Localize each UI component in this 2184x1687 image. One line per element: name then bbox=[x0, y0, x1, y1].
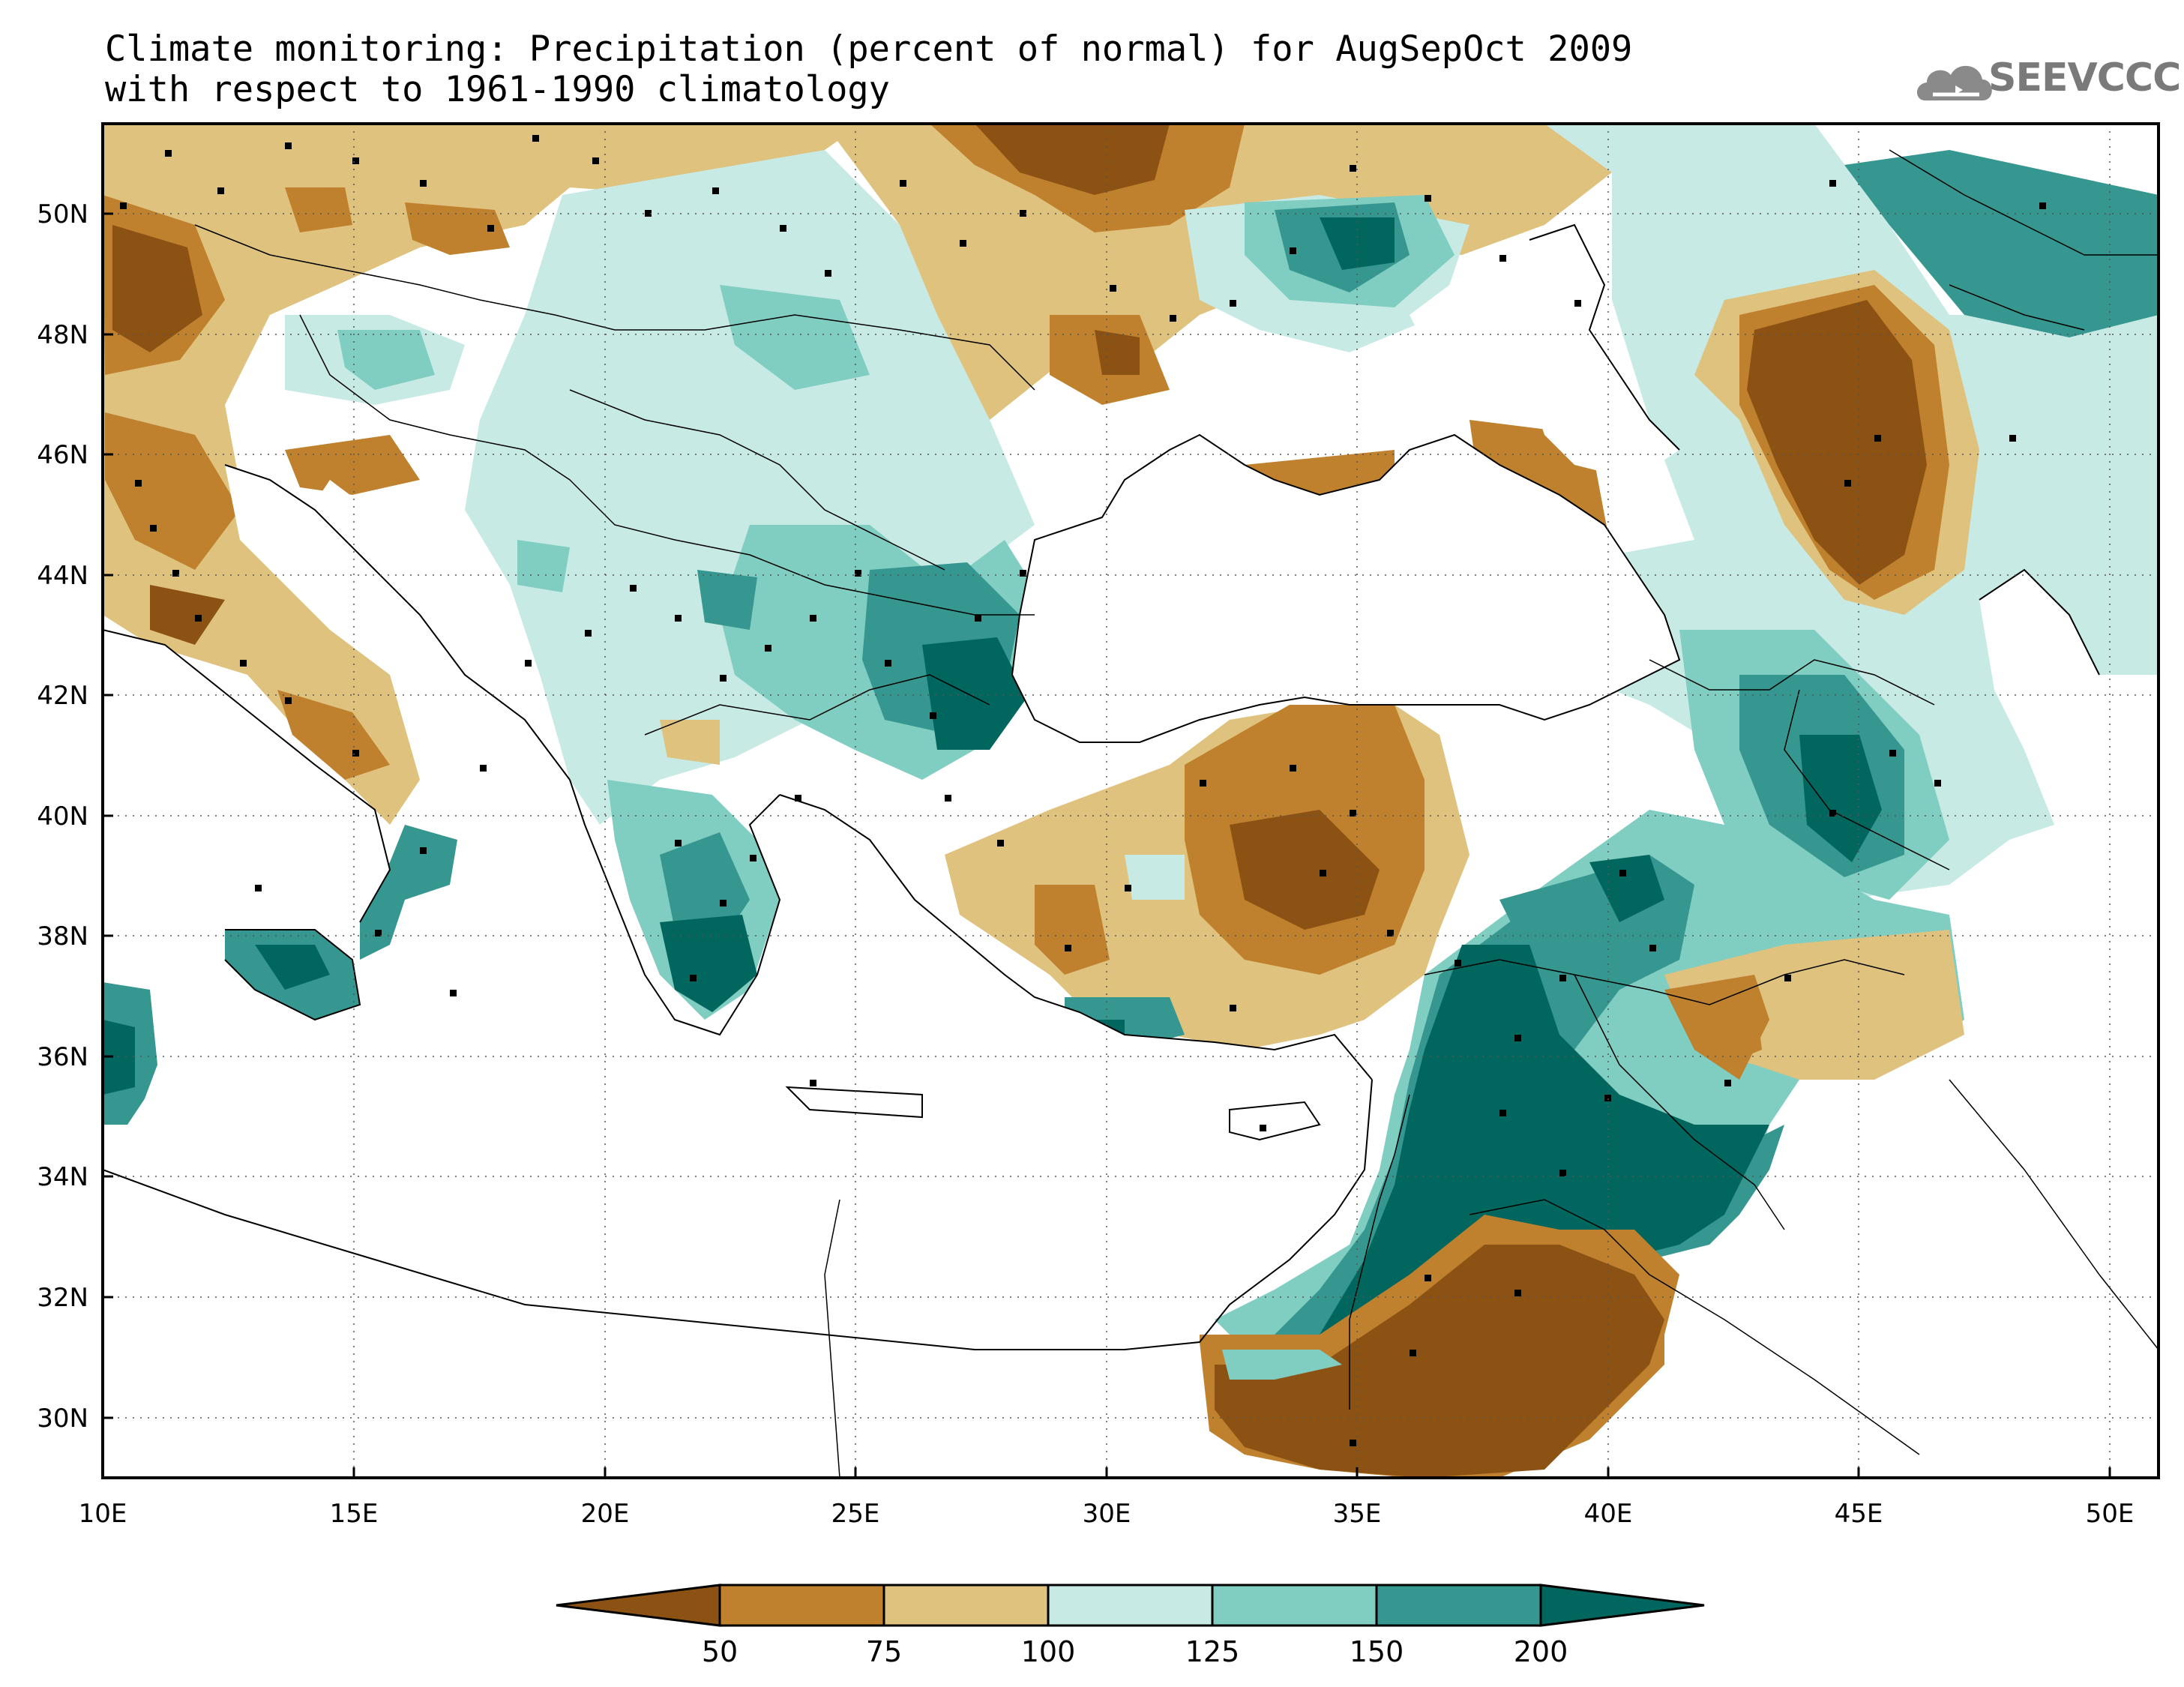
chart-title-line-1: Climate monitoring: Precipitation (perce… bbox=[105, 28, 1633, 70]
lat-labels: 30N 32N 34N 36N 38N 40N 42N 44N 46N 48N … bbox=[37, 199, 88, 1434]
station-markers bbox=[120, 135, 2046, 1446]
lon-label: 40E bbox=[1584, 1499, 1633, 1529]
colorbar-label: 50 bbox=[702, 1635, 738, 1668]
lat-label: 30N bbox=[37, 1404, 88, 1434]
colorbar-label: 125 bbox=[1185, 1635, 1240, 1668]
lat-label: 32N bbox=[37, 1283, 88, 1313]
lat-label: 48N bbox=[37, 320, 88, 350]
tick-marks bbox=[101, 212, 2111, 1478]
colorbar-label: 200 bbox=[1514, 1635, 1568, 1668]
lat-label: 46N bbox=[37, 440, 88, 470]
country-borders bbox=[194, 149, 2159, 1478]
lon-label: 45E bbox=[1835, 1499, 1883, 1529]
colorbar-segment-125-150 bbox=[1211, 1584, 1378, 1627]
lon-label: 50E bbox=[2086, 1499, 2135, 1529]
colorbar-label: 75 bbox=[866, 1635, 902, 1668]
lon-label: 10E bbox=[79, 1499, 127, 1529]
lat-label: 34N bbox=[37, 1162, 88, 1192]
colorbar-segment-gt200 bbox=[1539, 1584, 1705, 1627]
lon-label: 15E bbox=[330, 1499, 379, 1529]
lat-label: 42N bbox=[37, 681, 88, 711]
lat-label: 36N bbox=[37, 1042, 88, 1072]
chart-title-line-2: with respect to 1961-1990 climatology bbox=[105, 69, 890, 110]
lon-label: 20E bbox=[581, 1499, 630, 1529]
colorbar-segment-150-200 bbox=[1375, 1584, 1542, 1627]
colorbar-segment-50-75 bbox=[718, 1584, 885, 1627]
colorbar-segment-75-100 bbox=[882, 1584, 1050, 1627]
colorbar bbox=[556, 1584, 1705, 1627]
lon-label: 30E bbox=[1083, 1499, 1131, 1529]
lat-label: 50N bbox=[37, 199, 88, 229]
seevccc-cloud-logo-icon bbox=[1916, 65, 1992, 100]
colorbar-segment-100-125 bbox=[1047, 1584, 1214, 1627]
lon-labels: 10E 15E 20E 25E 30E 35E 40E 45E 50E bbox=[79, 1499, 2135, 1529]
gridlines bbox=[103, 124, 2159, 1478]
colorbar-label: 100 bbox=[1021, 1635, 1076, 1668]
colorbar-label: 150 bbox=[1350, 1635, 1404, 1668]
coastlines bbox=[103, 223, 2100, 1350]
lat-label: 38N bbox=[37, 921, 88, 951]
colorbar-segment-lt50 bbox=[556, 1584, 721, 1627]
lat-label: 40N bbox=[37, 802, 88, 832]
colorbar-labels: 50 75 100 125 150 200 bbox=[702, 1635, 1568, 1668]
map-frame bbox=[101, 122, 2160, 1479]
logo-text: SEEVCCC bbox=[1988, 55, 2181, 100]
lon-label: 35E bbox=[1333, 1499, 1382, 1529]
lat-label: 44N bbox=[37, 561, 88, 591]
lon-label: 25E bbox=[831, 1499, 880, 1529]
